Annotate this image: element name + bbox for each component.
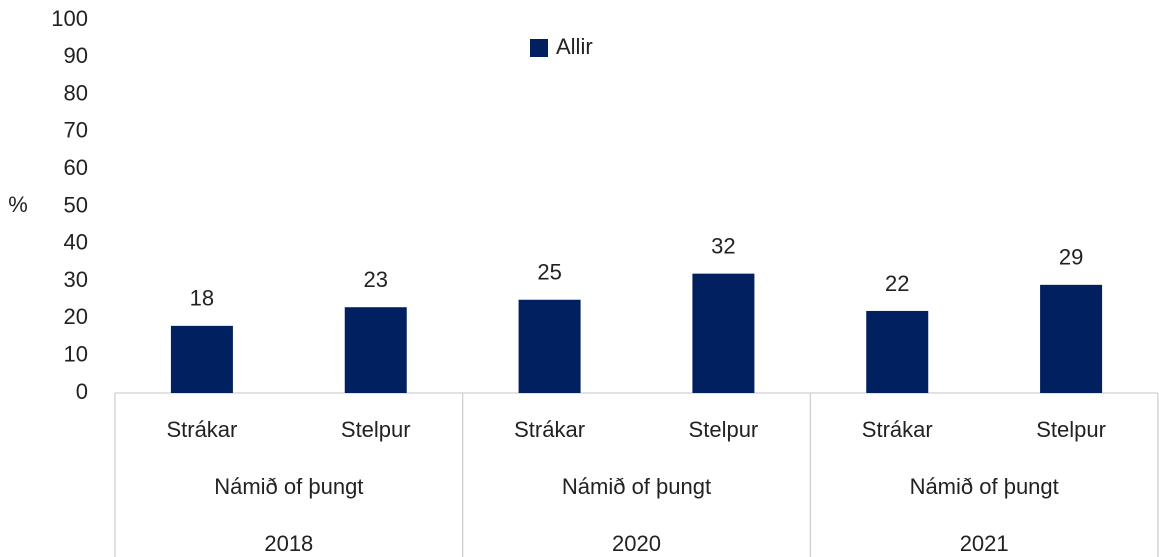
y-tick-label: 50 (64, 192, 88, 217)
bar (1040, 284, 1103, 393)
x-tick-label: Stelpur (689, 417, 759, 442)
y-tick-label: 100 (51, 6, 88, 31)
legend-label: Allir (556, 34, 593, 59)
data-label: 25 (537, 260, 561, 285)
x-tick-label: Stelpur (341, 417, 411, 442)
legend-swatch (530, 39, 548, 57)
y-tick-label: 0 (76, 379, 88, 404)
data-label: 29 (1059, 245, 1083, 270)
x-tick-label: Stelpur (1036, 417, 1106, 442)
data-label: 32 (711, 233, 735, 258)
y-tick-label: 40 (64, 230, 88, 255)
y-tick-label: 20 (64, 304, 88, 329)
y-tick-label: 60 (64, 155, 88, 180)
subgroup-label: Námið of þungt (562, 474, 711, 499)
data-label: 18 (190, 286, 214, 311)
x-tick-label: Strákar (166, 417, 237, 442)
bar (344, 307, 407, 393)
data-label: 22 (885, 271, 909, 296)
y-tick-label: 30 (64, 267, 88, 292)
y-tick-label: 10 (64, 342, 88, 367)
x-tick-label: Strákar (862, 417, 933, 442)
data-label: 23 (364, 267, 388, 292)
bar (692, 273, 755, 393)
group-label: 2020 (612, 531, 661, 556)
x-tick-label: Strákar (514, 417, 585, 442)
y-tick-label: 90 (64, 43, 88, 68)
group-label: 2018 (264, 531, 313, 556)
y-axis-label: % (8, 192, 28, 217)
subgroup-label: Námið of þungt (214, 474, 363, 499)
bar (866, 310, 929, 393)
y-tick-label: 70 (64, 118, 88, 143)
group-label: 2021 (960, 531, 1009, 556)
bar (518, 299, 581, 393)
y-tick-label: 80 (64, 80, 88, 105)
subgroup-label: Námið of þungt (910, 474, 1059, 499)
bar (170, 325, 233, 393)
